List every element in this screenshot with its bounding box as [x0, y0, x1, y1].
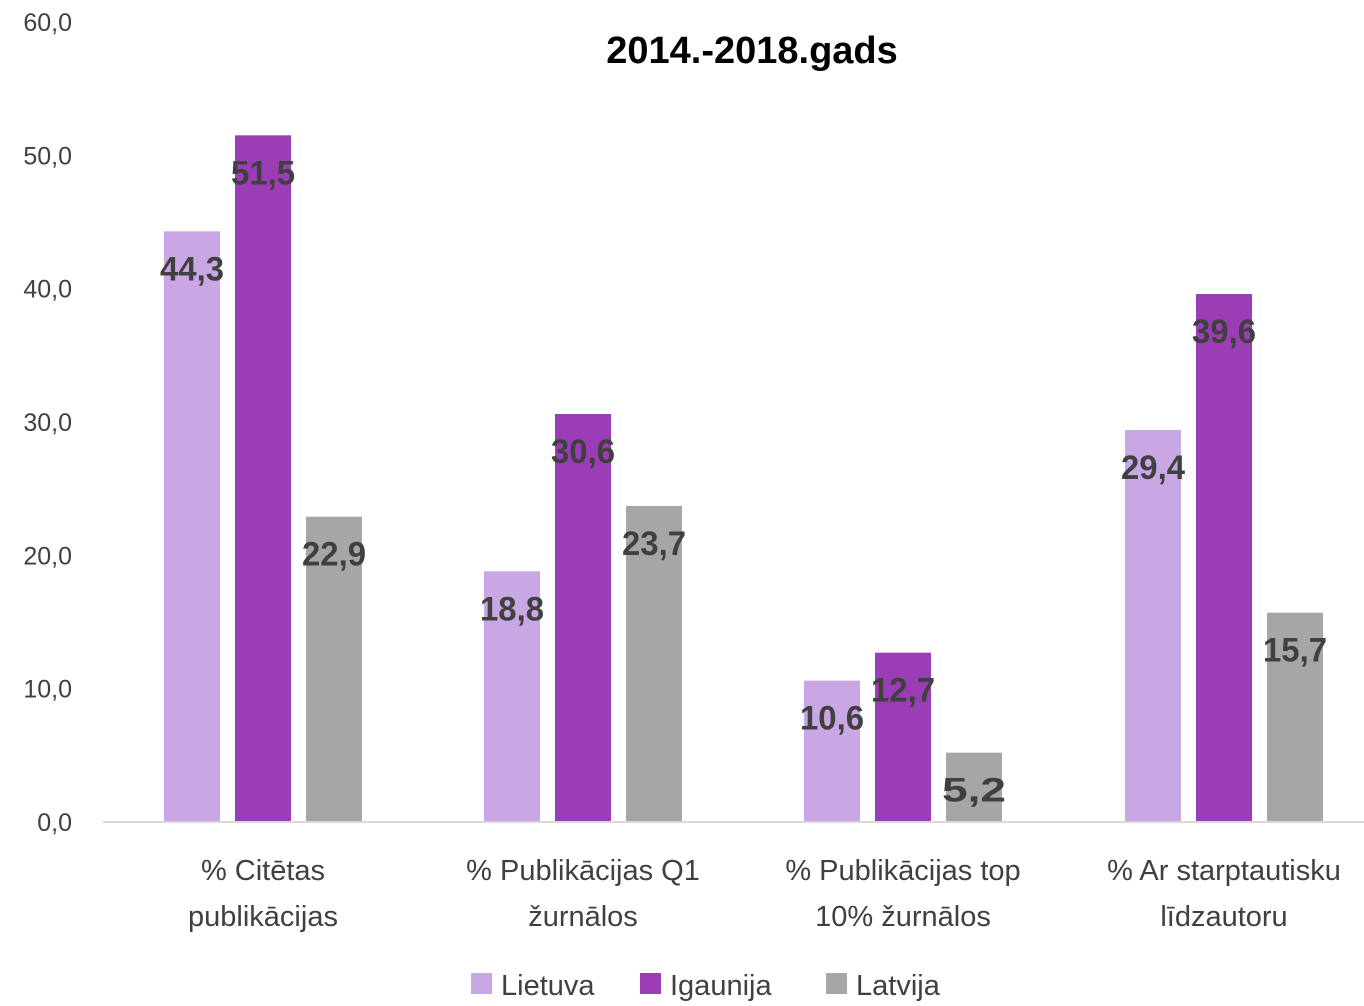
data-label: 51,5: [231, 154, 295, 192]
bar-lietuva: [1125, 430, 1181, 822]
x-category-label: līdzautoru: [1160, 901, 1287, 933]
legend-swatch: [471, 973, 492, 994]
bar-latvija: [1267, 612, 1323, 822]
bar-latvija: [306, 516, 362, 822]
bar-lietuva: [484, 571, 540, 822]
data-label: 44,3: [160, 250, 224, 288]
legend-label: Lietuva: [501, 970, 595, 1001]
data-label: 15,7: [1263, 632, 1327, 670]
x-category-label: 10% žurnālos: [815, 901, 991, 933]
bar-igaunija: [1196, 294, 1252, 822]
y-axis-ticks: 0,0 10,0 20,0 30,0 40,0 50,0 60,0: [23, 9, 72, 837]
legend-swatch: [640, 973, 661, 994]
bar-igaunija: [875, 652, 931, 822]
y-tick-label: 10,0: [23, 676, 72, 704]
data-label: 39,6: [1192, 313, 1256, 351]
data-label: 22,9: [302, 536, 366, 574]
data-label: 18,8: [480, 590, 544, 628]
x-axis-categories: % Citētas publikācijas % Publikācijas Q1 žu…: [188, 855, 1341, 933]
bar-lietuva: [804, 680, 860, 822]
y-tick-label: 40,0: [23, 276, 72, 304]
legend-label: Igaunija: [670, 970, 772, 1001]
y-tick-label: 0,0: [37, 809, 72, 837]
legend: Lietuva Igaunija Latvija: [471, 970, 941, 1002]
y-tick-label: 50,0: [23, 142, 72, 170]
bar-latvija: [946, 752, 1002, 822]
y-tick-label: 30,0: [23, 409, 72, 437]
x-category-label: % Publikācijas Q1: [466, 855, 700, 887]
bar-igaunija: [555, 414, 611, 822]
legend-swatch: [826, 973, 847, 994]
legend-label: Latvija: [856, 970, 941, 1001]
data-label: 29,4: [1121, 449, 1185, 487]
data-label: 5,2: [942, 772, 1006, 810]
x-category-label: % Ar starptautisku: [1107, 855, 1341, 887]
y-tick-label: 20,0: [23, 542, 72, 570]
data-label: 10,6: [800, 700, 864, 738]
data-label: 23,7: [622, 525, 686, 563]
x-category-label: % Citētas: [201, 855, 325, 887]
chart-title: 2014.-2018.gads: [606, 30, 898, 72]
data-label: 12,7: [871, 672, 935, 710]
bar-lietuva: [164, 231, 220, 823]
bar-latvija: [626, 506, 682, 822]
bars-group: 44,3 51,5 22,9 18,8 30,6 23,7 10,612,7 5,2 29,4 3…: [160, 135, 1327, 823]
x-category-label: publikācijas: [188, 901, 338, 933]
x-category-label: % Publikācijas top: [785, 855, 1020, 887]
y-tick-label: 60,0: [23, 9, 72, 37]
data-label: 30,6: [551, 433, 615, 471]
x-category-label: žurnālos: [528, 901, 638, 933]
bar-igaunija: [235, 135, 291, 823]
